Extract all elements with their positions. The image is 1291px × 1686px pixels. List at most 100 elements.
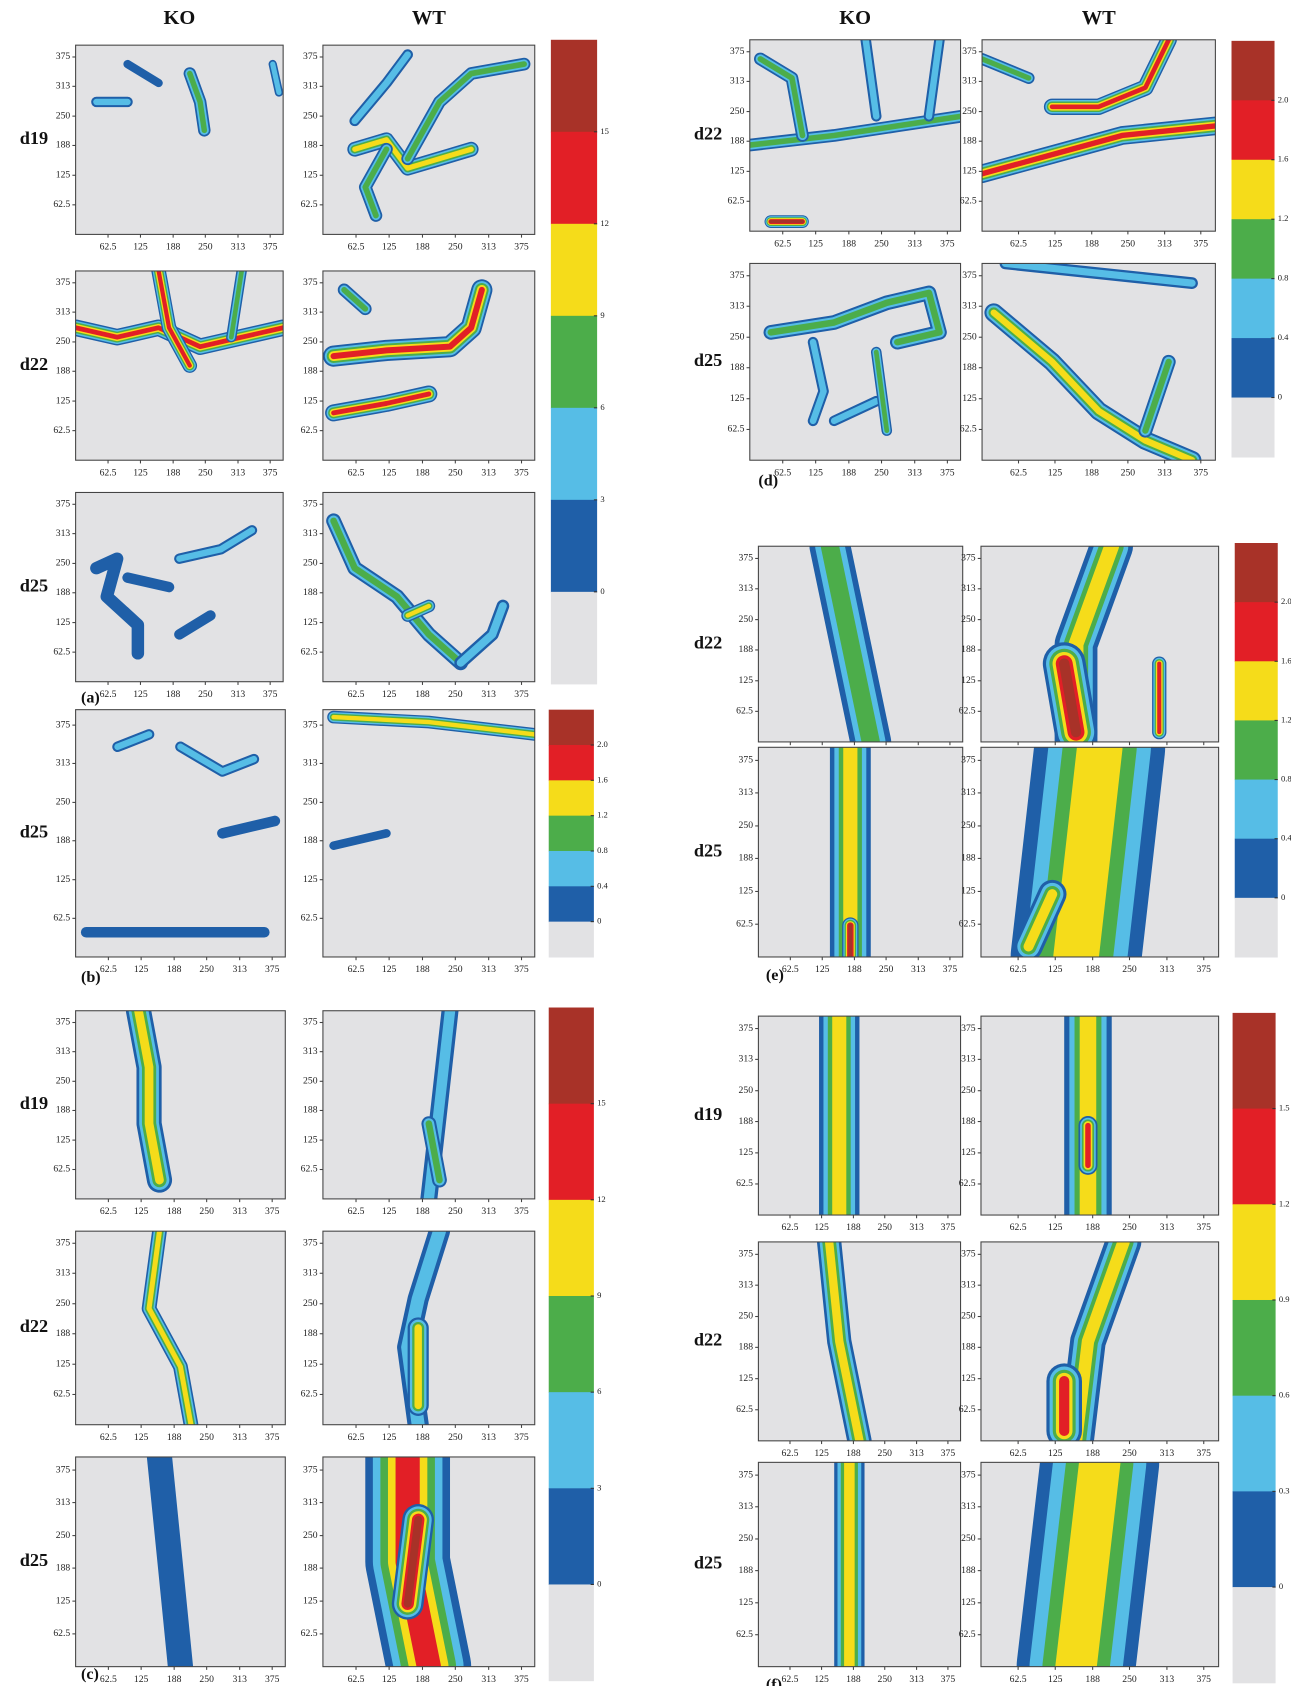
x-tick-label: 188 (847, 964, 862, 975)
y-tick-label: 188 (961, 1565, 976, 1576)
contour-band (862, 39, 880, 120)
x-tick-label: 313 (1157, 467, 1172, 478)
colorbar-segment (548, 815, 594, 852)
y-tick-label: 250 (739, 1533, 754, 1544)
y-tick-label: 313 (56, 1497, 71, 1508)
contour-band (114, 731, 153, 750)
y-tick-label: 313 (303, 306, 318, 317)
y-tick-label: 125 (739, 675, 754, 686)
y-tick-label: 188 (961, 1116, 976, 1127)
x-tick-label: 188 (415, 1206, 430, 1217)
contour-band (425, 1120, 443, 1184)
contour-band (809, 338, 827, 425)
y-tick-label: 125 (303, 1358, 318, 1369)
y-tick-label: 62.5 (959, 918, 976, 929)
colorbar-segment (1232, 1299, 1276, 1397)
x-tick-label: 313 (909, 1222, 924, 1233)
colorbar-tick-label: 0.8 (1278, 273, 1289, 283)
y-tick-label: 375 (56, 277, 71, 288)
plot-frame (980, 1241, 1220, 1442)
y-tick-label: 188 (962, 362, 977, 373)
x-tick-label: 375 (1194, 467, 1209, 478)
x-tick-label: 313 (1160, 1448, 1175, 1459)
colorbar-segment (548, 1584, 594, 1682)
y-tick-label: 250 (961, 1533, 976, 1544)
x-tick-label: 188 (1085, 964, 1100, 975)
x-tick-label: 125 (133, 242, 148, 253)
x-tick-label: 125 (808, 238, 823, 249)
plot-frame (757, 1461, 962, 1668)
y-tick-label: 375 (303, 1464, 318, 1475)
x-tick-label: 250 (879, 964, 894, 975)
colorbar-segment (1232, 1587, 1276, 1684)
contour-band (982, 56, 1032, 81)
plot-frame (757, 545, 964, 743)
x-tick-label: 313 (481, 964, 496, 975)
colorbar-segment (548, 1488, 594, 1586)
x-tick-label: 62.5 (1010, 1674, 1027, 1685)
x-tick-label: 125 (814, 1448, 829, 1459)
contours (91, 59, 284, 137)
colorbar-tick-label: 0.8 (1281, 774, 1291, 784)
y-tick-label: 62.5 (53, 1164, 70, 1175)
y-tick-label: 125 (303, 617, 318, 628)
x-tick-label: 375 (1197, 964, 1212, 975)
contour-band (982, 123, 1216, 177)
contour-band (824, 1241, 864, 1441)
x-tick-label: 250 (448, 964, 463, 975)
y-tick-label: 313 (303, 528, 318, 539)
x-tick-label: 250 (199, 964, 214, 975)
contour-band (820, 546, 880, 742)
colorbar-segment (1231, 219, 1275, 280)
row-label: d22 (20, 354, 48, 374)
plot-frame (980, 1015, 1220, 1216)
contour-band (156, 270, 192, 368)
y-tick-label: 375 (961, 1249, 976, 1260)
y-tick-label: 375 (303, 51, 318, 62)
row-label: d25 (694, 1553, 722, 1573)
x-tick-label: 375 (265, 964, 280, 975)
x-tick-label: 62.5 (348, 964, 365, 975)
plot-frame (75, 709, 286, 958)
x-tick-label: 250 (198, 242, 213, 253)
colorbar-segment (1234, 838, 1278, 899)
y-tick-label: 313 (739, 1501, 754, 1512)
plot-background (322, 709, 535, 957)
x-tick-label: 375 (1194, 238, 1209, 249)
x-tick-label: 125 (382, 689, 397, 700)
y-tick-label: 125 (56, 1358, 71, 1369)
colorbar-segment (1231, 338, 1275, 399)
x-tick-label: 250 (198, 689, 213, 700)
x-tick-label: 313 (231, 467, 246, 478)
contour-band (1049, 39, 1172, 110)
colorbar-tick-label: 0.4 (597, 880, 608, 890)
colorbar-tick-label: 0 (597, 916, 601, 926)
x-tick-label: 125 (382, 1432, 397, 1443)
colorbar-tick-label: 0 (1279, 1581, 1283, 1591)
x-tick-label: 250 (874, 238, 889, 249)
y-tick-label: 375 (961, 553, 976, 564)
y-tick-label: 62.5 (959, 706, 976, 717)
colorbar-tick-label: 0.8 (597, 845, 608, 855)
contour-band (331, 391, 432, 416)
x-tick-label: 62.5 (348, 467, 365, 478)
row-label: d22 (694, 632, 722, 652)
contour-band (404, 61, 527, 162)
contours (817, 1241, 872, 1441)
contour-band (146, 1231, 194, 1425)
y-tick-label: 125 (303, 1595, 318, 1606)
plot-frame (322, 270, 536, 461)
contours (365, 1456, 472, 1667)
contour-band (925, 39, 943, 120)
colorbar-tick-label: 9 (600, 310, 604, 320)
contours (80, 729, 281, 938)
y-tick-label: 313 (56, 1046, 71, 1057)
y-tick-label: 250 (56, 797, 71, 808)
colorbar-tick-label: 2.0 (597, 739, 608, 749)
colorbar-tick-label: 9 (597, 1290, 601, 1300)
